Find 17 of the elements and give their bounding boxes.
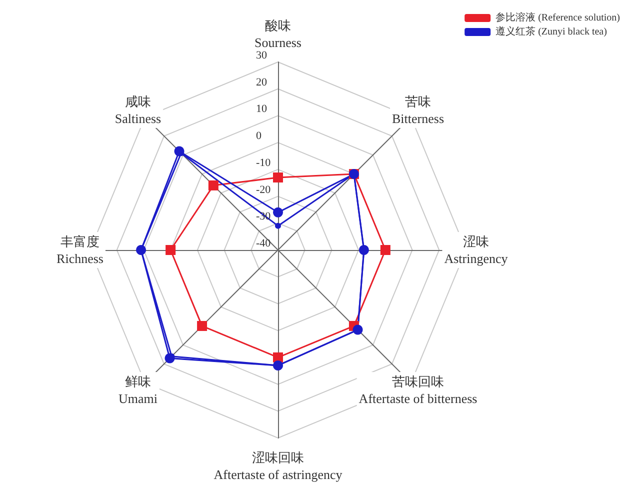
legend-label: 参比溶液 (Reference solution) [496,12,620,24]
spoke-label: 丰富度 Richness [56,234,104,266]
spoke-label: 涩味回味 Aftertaste of astringency [214,450,343,482]
y-tick-label: -20 [256,184,272,196]
y-tick-label: 20 [256,76,268,88]
y-tick-label: 30 [256,50,268,62]
spoke-label: 苦味回味 Aftertaste of bitterness [358,374,478,406]
spoke-label: 鲜味 Umami [118,374,158,406]
spoke-label: 酸味 Sourness [254,18,302,50]
spoke-label: 涩味 Astringency [444,234,508,266]
y-tick-label: -10 [256,156,272,169]
spoke-label: 苦味 Bitterness [392,94,444,126]
y-tick-label: -40 [256,238,272,250]
y-tick-label: 0 [256,130,262,142]
y-tick-label: 10 [256,103,268,116]
legend-label: 遵义红茶 (Zunyi black tea) [496,26,607,38]
spoke-label: 咸味 Saltiness [114,94,162,126]
